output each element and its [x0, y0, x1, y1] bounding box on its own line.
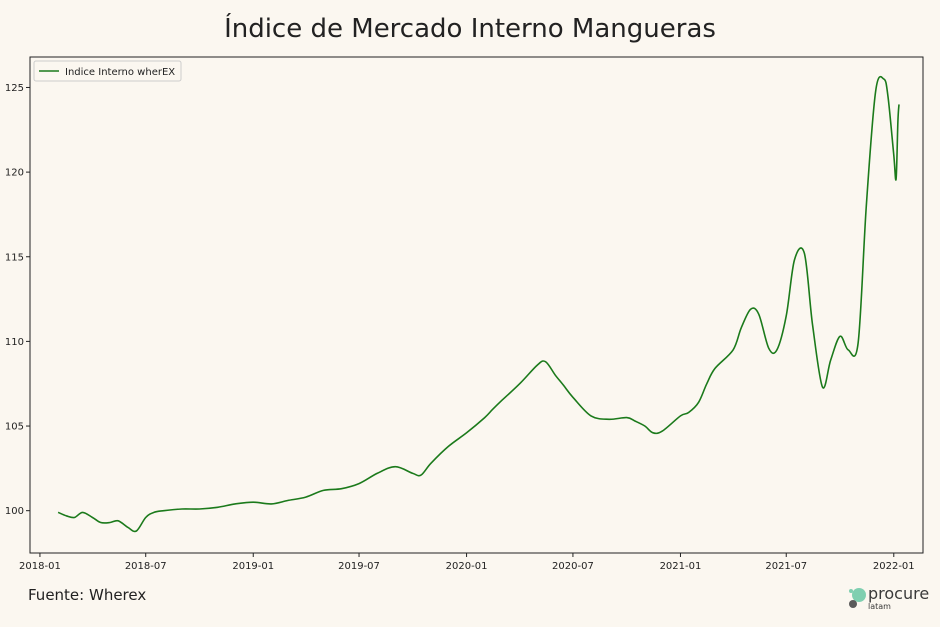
- y-tick-label: 100: [5, 506, 24, 517]
- plot-area-frame: [29, 56, 924, 554]
- x-tick-label: 2018-01: [19, 561, 61, 572]
- x-tick-label: 2018-07: [125, 561, 167, 572]
- x-tick-label: 2019-01: [232, 561, 274, 572]
- x-tick-label: 2019-07: [338, 561, 380, 572]
- legend-entry-label: Indice Interno wherEX: [65, 67, 175, 78]
- y-tick-label: 125: [5, 83, 24, 94]
- logo-subtitle: latam: [868, 602, 891, 611]
- chart-title: Índice de Mercado Interno Mangueras: [224, 14, 716, 44]
- x-tick-label: 2022-01: [873, 561, 915, 572]
- y-tick-label: 115: [5, 252, 24, 263]
- y-tick-label: 120: [5, 168, 24, 179]
- logo-mark-icon: [849, 588, 866, 608]
- procure-logo: procure latam: [846, 586, 930, 614]
- legend: Indice Interno wherEX: [33, 60, 182, 82]
- legend-box: [33, 60, 182, 82]
- y-axis: 100 105 110 115 120 125: [5, 83, 30, 517]
- y-tick-label: 110: [5, 337, 24, 348]
- series-line-indice-interno: [57, 75, 900, 533]
- line-chart: 100 105 110 115 120 125 2018-01 2018-07 2019-01…: [5, 56, 924, 572]
- y-tick-label: 105: [5, 422, 24, 433]
- x-tick-label: 2020-07: [552, 561, 594, 572]
- source-note: Fuente: Wherex: [28, 586, 147, 604]
- x-tick-label: 2021-01: [660, 561, 702, 572]
- logo-name: procure: [868, 584, 930, 603]
- x-tick-label: 2021-07: [765, 561, 807, 572]
- x-axis: 2018-01 2018-07 2019-01 2019-07 2020-01 2020-…: [19, 553, 915, 572]
- x-tick-label: 2020-01: [446, 561, 488, 572]
